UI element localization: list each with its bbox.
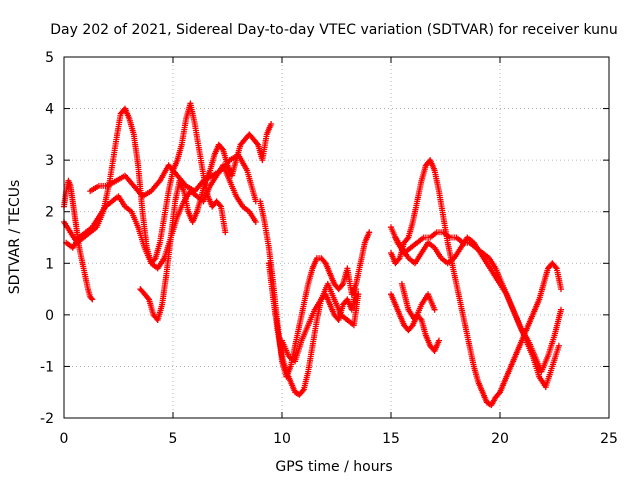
marker-trail [87,152,259,205]
marker-trail [137,121,275,323]
y-tick-label: -1 [40,359,54,375]
x-tick-label: 20 [491,431,509,447]
marker-trail [265,260,360,398]
data-markers [61,100,564,409]
x-tick-label: 10 [273,431,291,447]
marker-trail [279,280,362,365]
x-tick-label: 0 [60,431,69,447]
x-tick-label: 25 [600,431,618,447]
series-track-m [398,280,438,323]
x-tick-labels: 0 5 10 15 20 25 [60,431,618,447]
series-track-i [388,157,564,409]
y-tick-label: 3 [45,153,54,169]
x-tick-label: 5 [169,431,178,447]
marker-trail [388,157,564,409]
series-track-g [265,260,360,398]
series-track-d [137,121,275,323]
y-axis-label: SDTVAR / TECUs [7,180,23,295]
y-tick-labels: -2 -1 0 1 2 3 4 5 [40,50,54,427]
y-tick-label: 1 [45,256,54,272]
series-track-e [87,152,259,205]
chart-title: Day 202 of 2021, Sidereal Day-to-day VTE… [50,22,618,38]
x-axis-label: GPS time / hours [275,459,392,475]
series-track-h [279,280,362,365]
y-tick-label: -2 [40,411,54,427]
y-tick-label: 0 [45,308,54,324]
series-track-k [392,234,562,391]
y-tick-label: 5 [45,50,54,66]
axis-ticks [63,56,610,419]
marker-trail [398,280,438,323]
marker-trail [392,234,562,391]
y-tick-label: 4 [45,102,54,118]
plot-frame [63,56,610,419]
x-tick-label: 15 [382,431,400,447]
y-tick-label: 2 [45,205,54,221]
